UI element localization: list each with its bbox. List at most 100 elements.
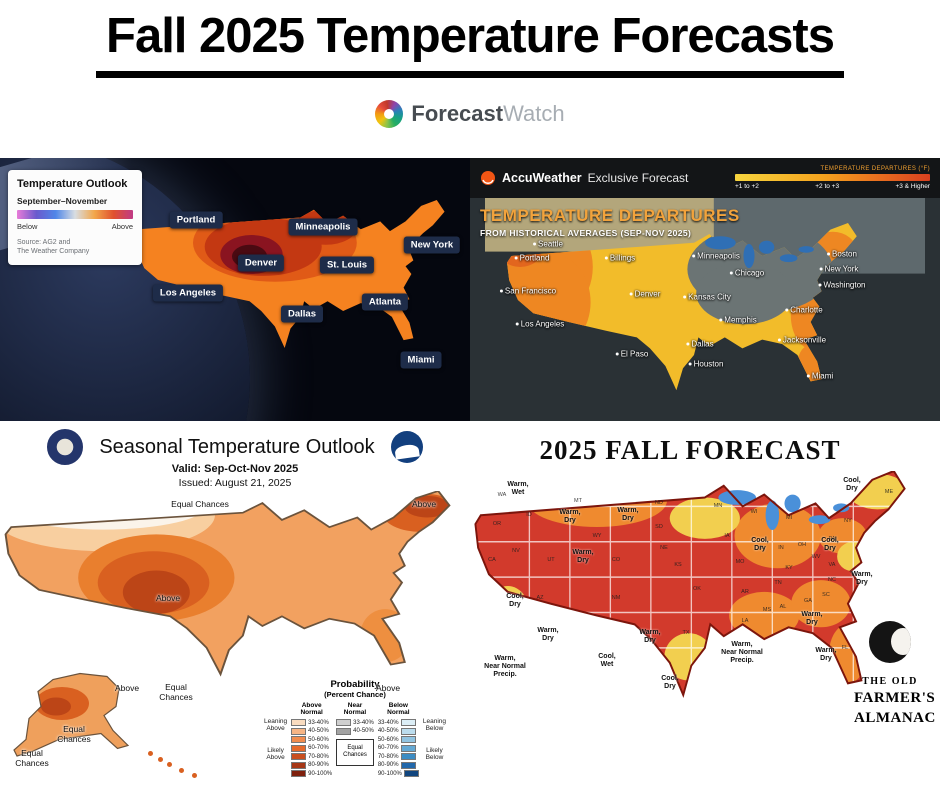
state-abbreviation: NM <box>611 595 621 601</box>
noaa-map-label: Above <box>155 593 181 604</box>
city-label: Charlotte <box>785 306 822 315</box>
below-swatch <box>403 770 419 778</box>
state-abbreviation: AL <box>779 604 787 610</box>
state-abbreviation: SC <box>822 592 830 598</box>
above-normal-header: Above Normal <box>300 702 323 717</box>
legend-row: 40-50% <box>336 727 374 735</box>
state-abbreviation: OK <box>693 586 701 592</box>
hawaii-island <box>167 762 172 767</box>
city-label: St. Louis <box>319 256 375 274</box>
above-swatch <box>291 719 307 727</box>
near-normal-header: Near Normal <box>343 702 367 717</box>
noaa-legend-subtitle: (Percent Chance) <box>324 690 386 699</box>
city-label: Houston <box>689 360 724 369</box>
header: Fall 2025 Temperature Forecasts <box>0 8 940 78</box>
forecast-region-label: Warm, Dry <box>559 508 581 524</box>
city-label: Jacksonville <box>778 336 826 345</box>
leaning-below-label: Leaning Below <box>422 718 447 733</box>
state-abbreviation: PA <box>828 536 836 542</box>
percent-label: 80-90% <box>377 762 399 769</box>
legend-row: 90-100% <box>377 770 419 778</box>
above-swatch <box>291 727 307 735</box>
state-abbreviation: ID <box>526 512 532 518</box>
accuweather-brand: AccuWeather Exclusive Forecast <box>480 170 688 186</box>
almanac-forecast-panel: 2025 FALL FORECAST <box>470 421 940 788</box>
legend-row: 40-50% <box>291 727 332 735</box>
accu-title-block: TEMPERATURE DEPARTURES FROM HISTORICAL A… <box>480 206 740 238</box>
percent-label: 40-50% <box>353 728 374 735</box>
below-swatch <box>400 744 416 752</box>
hawaii-island <box>192 773 197 778</box>
forecast-region-label: Warm, Dry <box>572 548 594 564</box>
legend-row: 70-80% <box>291 753 332 761</box>
city-label: New York <box>403 236 461 254</box>
forecast-region-label: Cool, Dry <box>751 536 769 552</box>
forecast-region-label: Warm, Near Normal Precip. <box>484 654 526 679</box>
city-label: Dallas <box>686 340 713 349</box>
state-abbreviation: AR <box>741 589 749 595</box>
noaa-outlook-panel: Seasonal Temperature Outlook Valid: Sep-… <box>0 421 470 788</box>
state-abbreviation: MN <box>713 503 723 509</box>
percent-label: 60-70% <box>377 745 399 752</box>
city-label: Denver <box>237 254 285 272</box>
city-label: Los Angeles <box>516 320 565 329</box>
percent-label: 50-60% <box>308 736 329 743</box>
above-swatch <box>291 736 307 744</box>
state-abbreviation: MS <box>762 607 772 613</box>
accu-map-title: TEMPERATURE DEPARTURES <box>480 206 740 225</box>
state-abbreviation: MT <box>574 498 582 504</box>
brand-name-bold: Forecast <box>411 101 504 126</box>
state-abbreviation: GA <box>804 598 812 604</box>
state-abbreviation: ME <box>884 489 894 495</box>
above-swatch <box>291 770 307 778</box>
legend-row: 33-40% <box>378 719 419 727</box>
forecast-region-label: Warm, Dry <box>617 506 639 522</box>
noaa-issued-date: Issued: August 21, 2025 <box>178 477 292 489</box>
state-abbreviation: IA <box>724 533 730 539</box>
twc-above-label: Above <box>111 222 133 231</box>
state-abbreviation: OR <box>492 521 502 527</box>
state-abbreviation: OH <box>797 542 807 548</box>
almanac-logo-line3: ALMANAC <box>854 710 936 726</box>
state-abbreviation: AZ <box>536 595 544 601</box>
almanac-title: 2025 FALL FORECAST <box>539 435 841 465</box>
state-abbreviation: NV <box>512 548 520 554</box>
noaa-map-label: Equal Chances <box>57 724 91 744</box>
state-abbreviation: CO <box>611 557 621 563</box>
state-abbreviation: LA <box>741 618 749 624</box>
legend-row: 33-40% <box>336 719 374 727</box>
page-title: Fall 2025 Temperature Forecasts <box>96 8 844 78</box>
above-swatch <box>291 761 307 769</box>
state-abbreviation: CA <box>488 557 496 563</box>
twc-legend: Temperature Outlook September–November B… <box>8 170 142 265</box>
hawaii-island <box>148 751 153 756</box>
below-normal-header: Below Normal <box>387 702 410 717</box>
state-abbreviation: NY <box>844 518 852 524</box>
city-label: Miami <box>807 372 833 381</box>
forecast-region-label: Warm, Wet <box>507 480 529 496</box>
state-abbreviation: FL <box>841 645 849 651</box>
equal-chances-box: Equal Chances <box>336 738 374 766</box>
forecast-region-label: Warm, Near Normal Precip. <box>721 640 763 665</box>
percent-label: 33-40% <box>308 719 329 726</box>
noaa-legend-near-column: Near Normal 33-40% 40-50% Equal Chances <box>336 702 374 766</box>
below-swatch <box>400 761 416 769</box>
near-swatch <box>336 727 352 735</box>
forecast-region-label: Warm, Dry <box>815 646 837 662</box>
accu-legend-label: +1 to +2 <box>735 183 759 190</box>
city-label: San Francisco <box>500 287 556 296</box>
almanac-logo-line1: THE OLD <box>862 676 918 687</box>
city-label: Atlanta <box>361 293 409 311</box>
percent-label: 70-80% <box>377 753 399 760</box>
noaa-legend-below-column: Below Normal 33-40% 40-50% 50-60% 60-70% <box>378 702 419 779</box>
state-abbreviation: SD <box>655 524 663 530</box>
percent-label: 90-100% <box>308 770 333 777</box>
percent-label: 90-100% <box>377 770 402 777</box>
accuweather-map-panel: AccuWeather Exclusive Forecast TEMPERATU… <box>470 158 940 421</box>
brand-name-light: Watch <box>503 101 565 126</box>
weather-company-map-panel: Temperature Outlook September–November B… <box>0 158 470 421</box>
city-label: Seattle <box>533 240 563 249</box>
us-map-almanac <box>473 471 907 697</box>
leaning-above-label: Leaning Above <box>263 718 288 733</box>
percent-label: 40-50% <box>308 728 329 735</box>
